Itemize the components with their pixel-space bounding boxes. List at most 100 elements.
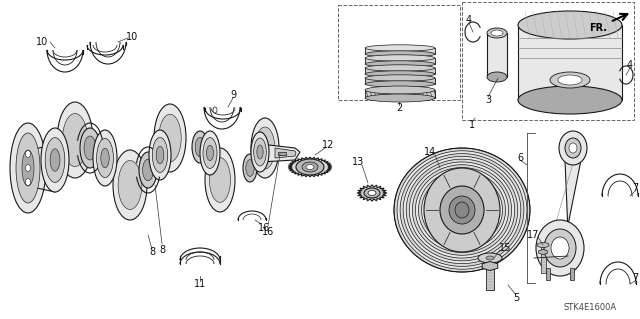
Ellipse shape xyxy=(255,127,275,169)
Ellipse shape xyxy=(365,55,435,61)
Ellipse shape xyxy=(97,138,113,178)
Text: 7: 7 xyxy=(632,273,638,283)
Ellipse shape xyxy=(209,158,230,202)
Ellipse shape xyxy=(296,159,324,175)
Ellipse shape xyxy=(26,179,31,186)
Ellipse shape xyxy=(518,86,622,114)
Ellipse shape xyxy=(544,229,576,267)
Ellipse shape xyxy=(491,30,503,36)
Bar xyxy=(570,268,574,280)
Text: 16: 16 xyxy=(262,227,274,237)
Polygon shape xyxy=(357,185,387,201)
Ellipse shape xyxy=(551,237,569,259)
Ellipse shape xyxy=(415,167,509,252)
Ellipse shape xyxy=(455,202,469,218)
Ellipse shape xyxy=(50,149,60,171)
Text: 7: 7 xyxy=(632,183,638,193)
Ellipse shape xyxy=(365,81,435,87)
Text: 9: 9 xyxy=(230,90,236,100)
Ellipse shape xyxy=(424,176,499,244)
Ellipse shape xyxy=(93,130,117,186)
Text: 1: 1 xyxy=(469,120,475,130)
Text: 16: 16 xyxy=(258,223,270,233)
Ellipse shape xyxy=(143,159,154,181)
Ellipse shape xyxy=(243,154,257,182)
Bar xyxy=(365,58,435,64)
Ellipse shape xyxy=(400,153,524,266)
Text: 14: 14 xyxy=(424,147,436,157)
Text: 17: 17 xyxy=(527,230,539,240)
Ellipse shape xyxy=(306,165,314,169)
Ellipse shape xyxy=(487,28,507,38)
Ellipse shape xyxy=(365,71,435,77)
Ellipse shape xyxy=(41,128,69,192)
Text: 10: 10 xyxy=(36,37,48,47)
Bar xyxy=(518,25,622,100)
Ellipse shape xyxy=(550,72,590,88)
Bar xyxy=(365,78,435,84)
Ellipse shape xyxy=(257,145,263,159)
Ellipse shape xyxy=(203,137,217,168)
Ellipse shape xyxy=(57,102,93,178)
Text: 6: 6 xyxy=(517,153,523,163)
Text: 15: 15 xyxy=(499,243,511,253)
Ellipse shape xyxy=(397,151,527,269)
Text: 4: 4 xyxy=(627,60,633,70)
Ellipse shape xyxy=(486,256,494,260)
Ellipse shape xyxy=(558,75,582,85)
Text: 2: 2 xyxy=(396,103,402,113)
Ellipse shape xyxy=(365,86,435,94)
Text: 8: 8 xyxy=(149,247,155,257)
Ellipse shape xyxy=(84,136,96,160)
Ellipse shape xyxy=(101,148,109,168)
Bar xyxy=(541,245,545,273)
Ellipse shape xyxy=(253,138,266,166)
Bar xyxy=(462,2,634,120)
Ellipse shape xyxy=(156,146,164,164)
Bar xyxy=(486,258,494,290)
Ellipse shape xyxy=(302,162,318,172)
Ellipse shape xyxy=(428,179,497,241)
Polygon shape xyxy=(538,160,581,258)
Ellipse shape xyxy=(565,138,581,158)
Ellipse shape xyxy=(139,152,157,188)
Ellipse shape xyxy=(406,159,518,261)
Ellipse shape xyxy=(80,128,100,168)
Ellipse shape xyxy=(45,137,65,182)
Ellipse shape xyxy=(365,94,435,102)
Ellipse shape xyxy=(26,151,31,158)
Bar xyxy=(278,152,286,155)
Polygon shape xyxy=(260,144,300,162)
Ellipse shape xyxy=(26,165,31,172)
Ellipse shape xyxy=(419,170,506,250)
Ellipse shape xyxy=(365,45,435,51)
Ellipse shape xyxy=(113,150,147,220)
Ellipse shape xyxy=(569,143,577,153)
Text: 13: 13 xyxy=(352,157,364,167)
Ellipse shape xyxy=(195,137,205,157)
Text: 10: 10 xyxy=(126,32,138,42)
Bar xyxy=(487,33,507,77)
Ellipse shape xyxy=(368,190,376,196)
Ellipse shape xyxy=(559,131,587,165)
Bar xyxy=(365,90,435,98)
Polygon shape xyxy=(288,157,332,177)
Text: 11: 11 xyxy=(194,279,206,289)
Ellipse shape xyxy=(394,148,530,272)
Ellipse shape xyxy=(16,133,40,203)
Ellipse shape xyxy=(412,165,511,255)
Ellipse shape xyxy=(154,104,186,172)
Bar xyxy=(546,268,550,280)
Polygon shape xyxy=(482,262,498,271)
Ellipse shape xyxy=(10,123,46,213)
Ellipse shape xyxy=(118,160,142,210)
Ellipse shape xyxy=(22,150,34,186)
Ellipse shape xyxy=(410,162,515,258)
Bar xyxy=(338,5,460,100)
Ellipse shape xyxy=(364,188,380,198)
Ellipse shape xyxy=(365,61,435,67)
Ellipse shape xyxy=(365,51,435,57)
Polygon shape xyxy=(275,148,296,158)
Ellipse shape xyxy=(159,114,181,162)
Text: 3: 3 xyxy=(485,95,491,105)
